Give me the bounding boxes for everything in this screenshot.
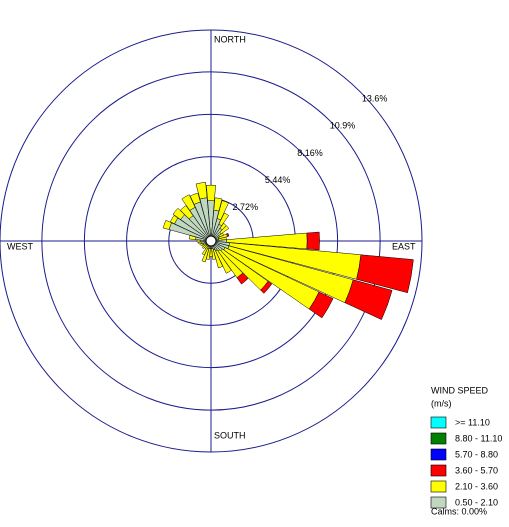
wedge xyxy=(195,182,208,200)
legend-swatch xyxy=(430,448,447,461)
wedge xyxy=(213,249,224,269)
calms-label: Calms: 0.00% xyxy=(431,506,487,516)
legend-label: 8.80 - 11.10 xyxy=(455,433,502,443)
wedge xyxy=(226,232,230,237)
compass-south: SOUTH xyxy=(214,430,246,440)
ring-label: 8.16% xyxy=(297,148,323,158)
ring-label: 10.9% xyxy=(330,121,356,131)
wedge xyxy=(308,291,334,319)
legend-label: 2.10 - 3.60 xyxy=(455,481,498,491)
ring-label: 2.72% xyxy=(233,202,259,212)
wedge xyxy=(180,205,194,220)
legend-swatch xyxy=(430,496,447,509)
compass-east: EAST xyxy=(392,241,416,251)
wedge xyxy=(236,272,249,285)
wedge xyxy=(206,184,216,202)
wedge xyxy=(260,280,273,294)
legend-label: 3.60 - 5.70 xyxy=(455,465,498,475)
wedge xyxy=(181,194,196,211)
compass-west: WEST xyxy=(7,241,34,251)
wedge xyxy=(162,219,172,230)
wedge xyxy=(201,244,207,249)
legend-label: >= 11.10 xyxy=(455,417,490,427)
wedge xyxy=(356,254,414,294)
legend-swatch xyxy=(430,480,447,493)
legend-swatch xyxy=(430,464,447,477)
wedge xyxy=(201,245,209,256)
legend-title: WIND SPEED xyxy=(431,385,489,395)
wedge xyxy=(219,225,230,235)
legend-label: 5.70 - 8.80 xyxy=(455,449,498,459)
wedge xyxy=(216,200,229,221)
wedge xyxy=(306,231,320,251)
legend-unit: (m/s) xyxy=(431,398,452,408)
wedge xyxy=(201,247,210,263)
ring-label: 13.6% xyxy=(362,94,388,104)
calm-circle xyxy=(205,235,217,247)
compass-north: NORTH xyxy=(214,34,246,44)
wedge xyxy=(169,215,179,225)
wedge xyxy=(213,197,223,212)
ring-label: 5.44% xyxy=(265,175,291,185)
wedge xyxy=(211,248,217,260)
wedge xyxy=(172,207,185,220)
legend-swatch xyxy=(430,416,447,429)
wedge xyxy=(218,212,230,227)
wedge xyxy=(189,192,201,205)
legend-swatch xyxy=(430,432,447,445)
wedge xyxy=(215,249,232,274)
wedge xyxy=(344,279,393,320)
legend-label: 0.50 - 2.10 xyxy=(455,497,498,507)
